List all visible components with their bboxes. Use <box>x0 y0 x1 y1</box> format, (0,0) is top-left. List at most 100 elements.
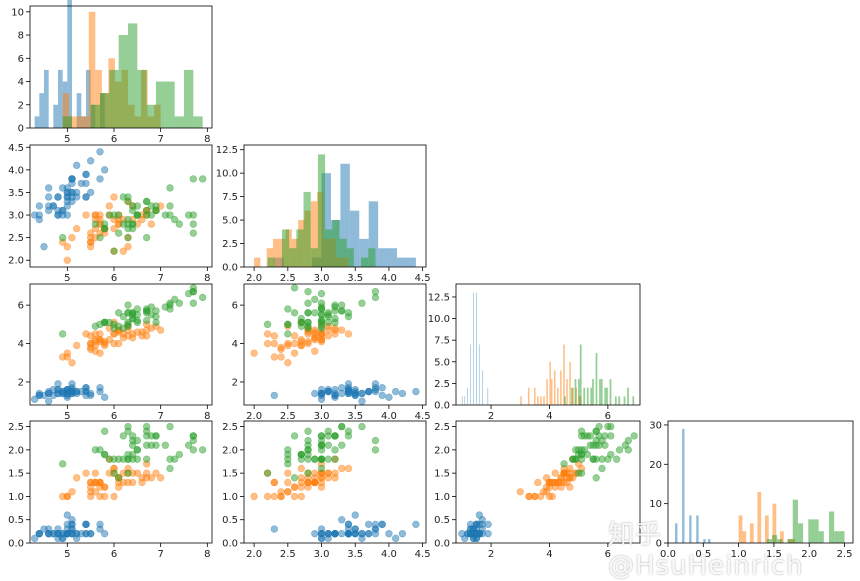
scatter-point-virginica <box>142 455 151 463</box>
scatter-point-setosa <box>82 520 90 529</box>
scatter-point-versicolor <box>96 337 104 346</box>
scatter-point-versicolor <box>250 492 258 501</box>
scatter-point-virginica <box>324 432 332 440</box>
scatter-point-versicolor <box>138 332 146 340</box>
hist-bar-versicolor <box>88 11 96 128</box>
hist-bar-setosa <box>682 428 685 543</box>
hist-bar-versicolor <box>572 387 574 405</box>
y-tick-label: 2.5 <box>222 239 238 250</box>
scatter-point-setosa <box>44 389 53 398</box>
scatter-point-setosa <box>469 529 478 538</box>
scatter-point-versicolor <box>263 339 272 348</box>
scatter-point-virginica <box>142 432 151 440</box>
scatter-point-versicolor <box>152 469 160 477</box>
scatter-point-virginica <box>175 299 184 307</box>
x-tick-label: 8 <box>204 411 210 422</box>
scatter-point-versicolor <box>114 339 123 348</box>
scatter-point-setosa <box>54 525 62 533</box>
hist-bar-virginica <box>579 344 582 405</box>
scatter-point-virginica <box>311 309 319 317</box>
scatter-point-virginica <box>100 427 109 435</box>
scatter-point-virginica <box>284 330 292 338</box>
scatter-point-setosa <box>391 387 400 396</box>
scatter-point-virginica <box>189 211 198 219</box>
scatter-point-versicolor <box>124 242 132 251</box>
scatter-point-versicolor <box>68 233 76 242</box>
scatter-point-setosa <box>331 389 339 398</box>
scatter-point-versicolor <box>250 349 258 357</box>
scatter-point-virginica <box>166 464 174 473</box>
scatter-point-virginica <box>304 427 312 435</box>
y-tick-label: 2.0 <box>222 445 238 456</box>
hist-bar-versicolor <box>537 396 539 405</box>
scatter-point-virginica <box>128 311 137 319</box>
x-tick-label: 2.0 <box>246 549 262 560</box>
hist-bar-virginica <box>623 396 626 405</box>
scatter-point-virginica <box>105 455 114 463</box>
x-tick-label: 2 <box>488 411 494 422</box>
scatter-point-versicolor <box>277 353 285 361</box>
scatter-point-versicolor <box>284 488 292 496</box>
panel-frame <box>29 5 213 129</box>
hist-bar-virginica <box>156 81 166 128</box>
scatter-point-virginica <box>189 446 198 454</box>
scatter-point-virginica <box>128 436 137 445</box>
scatter-point-versicolor <box>277 345 285 354</box>
hist-bar-virginica <box>146 104 156 128</box>
x-tick-label: 4 <box>546 549 552 560</box>
scatter-point-virginica <box>189 299 198 307</box>
x-tick-label: 2.5 <box>837 549 853 560</box>
hist-bar-virginica <box>317 154 326 267</box>
panel-frame <box>243 420 427 544</box>
scatter-point-setosa <box>63 211 72 219</box>
scatter-point-versicolor <box>534 478 542 487</box>
x-tick-label: 1.5 <box>766 549 782 560</box>
hist-bar-virginica <box>590 387 593 405</box>
scatter-point-versicolor <box>324 469 332 477</box>
x-tick-label: 4.0 <box>381 411 397 422</box>
hist-bar-virginica <box>165 81 175 128</box>
x-tick-label: 2.0 <box>246 411 262 422</box>
hist-bar-setosa <box>378 248 388 267</box>
hist-bar-virginica <box>361 257 369 267</box>
scatter-point-versicolor <box>290 349 299 357</box>
scatter-point-virginica <box>198 293 207 302</box>
scatter-point-virginica <box>304 287 312 296</box>
scatter-point-setosa <box>358 534 366 543</box>
scatter-point-setosa <box>270 391 279 400</box>
y-tick-label: 1.5 <box>8 469 24 480</box>
hist-bar-virginica <box>632 396 635 405</box>
x-tick-label: 6 <box>111 273 117 284</box>
hist-bar-virginica <box>303 191 311 267</box>
y-tick-label: 4.5 <box>8 143 24 154</box>
scatter-point-setosa <box>371 385 380 394</box>
scatter-point-setosa <box>378 391 386 400</box>
hist-bar-versicolor <box>540 396 542 405</box>
scatter-point-setosa <box>63 197 72 206</box>
x-tick-label: 0.5 <box>695 549 711 560</box>
panel-petal_width-vs-petal_width: 0 10 20 30 0.0 0.5 1.0 1.5 2.0 2.5 <box>649 420 854 560</box>
x-tick-label: 8 <box>204 134 210 145</box>
scatter-point-setosa <box>385 529 393 538</box>
scatter-point-virginica <box>58 330 67 338</box>
x-tick-label: 2.5 <box>280 273 296 284</box>
y-tick-label: 4 <box>232 339 238 350</box>
y-tick-label: 1.0 <box>8 492 24 503</box>
scatter-point-virginica <box>297 318 305 327</box>
scatter-point-virginica <box>589 455 597 463</box>
scatter-point-setosa <box>317 525 326 533</box>
y-tick-label: 0.5 <box>222 515 238 526</box>
hist-bar-virginica <box>90 104 100 128</box>
scatter-point-virginica <box>577 469 586 477</box>
scatter-point-setosa <box>358 397 366 405</box>
y-tick-label: 4 <box>18 77 24 88</box>
y-tick-label: 10.0 <box>428 314 450 325</box>
scatter-point-versicolor <box>536 492 545 501</box>
scatter-point-versicolor <box>338 464 346 473</box>
x-tick-label: 4 <box>546 411 552 422</box>
scatter-point-setosa <box>100 529 109 538</box>
scatter-point-versicolor <box>516 488 524 496</box>
scatter-point-setosa <box>35 529 44 538</box>
hist-bar-versicolor <box>563 344 565 405</box>
scatter-point-virginica <box>96 233 104 242</box>
